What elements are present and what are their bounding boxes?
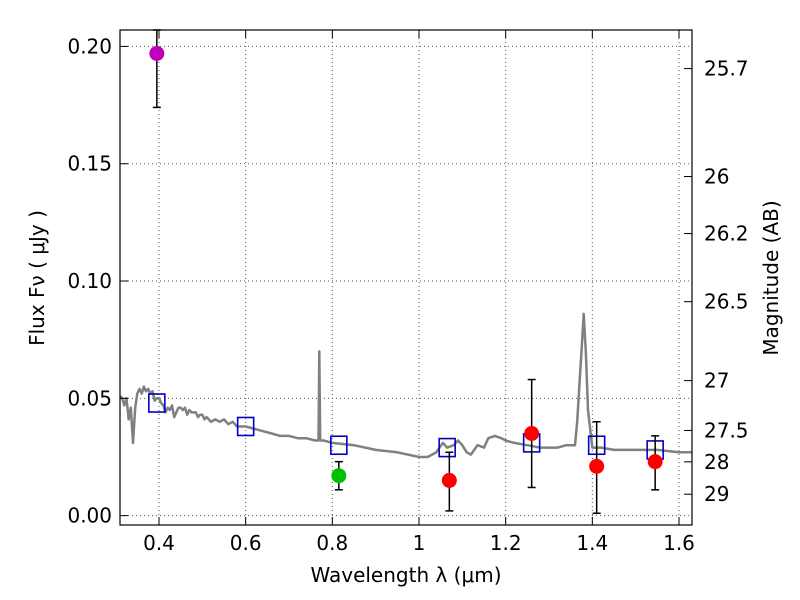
observed-flux-point xyxy=(589,458,605,474)
observed-flux-point xyxy=(524,426,540,442)
model-flux-square xyxy=(148,393,166,413)
observed-flux-point xyxy=(647,454,663,470)
observed-flux-point xyxy=(441,472,457,488)
x-tick-label: 0.8 xyxy=(316,531,348,555)
model-flux-square xyxy=(330,435,348,456)
mag-tick-label: 29 xyxy=(704,482,729,506)
mag-tick-label: 28 xyxy=(704,450,729,474)
model-flux-square xyxy=(236,416,255,437)
x-axis-label: Wavelength λ (μm) xyxy=(310,563,501,587)
mag-tick-label: 26 xyxy=(704,165,729,189)
sed-model-line xyxy=(119,312,692,459)
tick-layer: 0.4 0.6 0.8 1 1.2 1.4 1.6 0.00 0.05 0.10 0.15 0.20 2… xyxy=(67,30,749,555)
y-axis-label: Flux Fν ( μJy ) xyxy=(25,210,49,346)
observed-flux-point xyxy=(331,468,347,484)
x-tick-label: 0.6 xyxy=(230,531,262,555)
mag-tick-label: 26.2 xyxy=(704,222,749,246)
observed-flux-point xyxy=(149,45,165,61)
y-tick-label: 0.10 xyxy=(67,269,112,293)
grid-layer xyxy=(120,30,692,525)
x-tick-label: 1.6 xyxy=(663,531,695,555)
sed-model-layer xyxy=(119,312,692,459)
x-tick-label: 0.4 xyxy=(143,531,175,555)
y-tick-label: 0.00 xyxy=(67,504,112,528)
mag-tick-label: 27 xyxy=(704,369,729,393)
y-tick-label: 0.15 xyxy=(67,152,112,176)
y-tick-label: 0.05 xyxy=(67,386,112,410)
model-flux-square xyxy=(438,437,456,458)
y-axis-right-label: Magnitude (AB) xyxy=(759,200,783,355)
plot-frame xyxy=(119,29,693,526)
x-tick-label: 1 xyxy=(413,531,426,555)
mag-tick-label: 25.7 xyxy=(704,57,749,81)
mag-tick-label: 26.5 xyxy=(704,290,749,314)
x-tick-label: 1.2 xyxy=(490,531,522,555)
x-tick-label: 1.4 xyxy=(576,531,608,555)
marker-layer xyxy=(148,29,664,515)
mag-tick-label: 27.5 xyxy=(704,418,749,442)
y-tick-label: 0.20 xyxy=(67,34,112,58)
